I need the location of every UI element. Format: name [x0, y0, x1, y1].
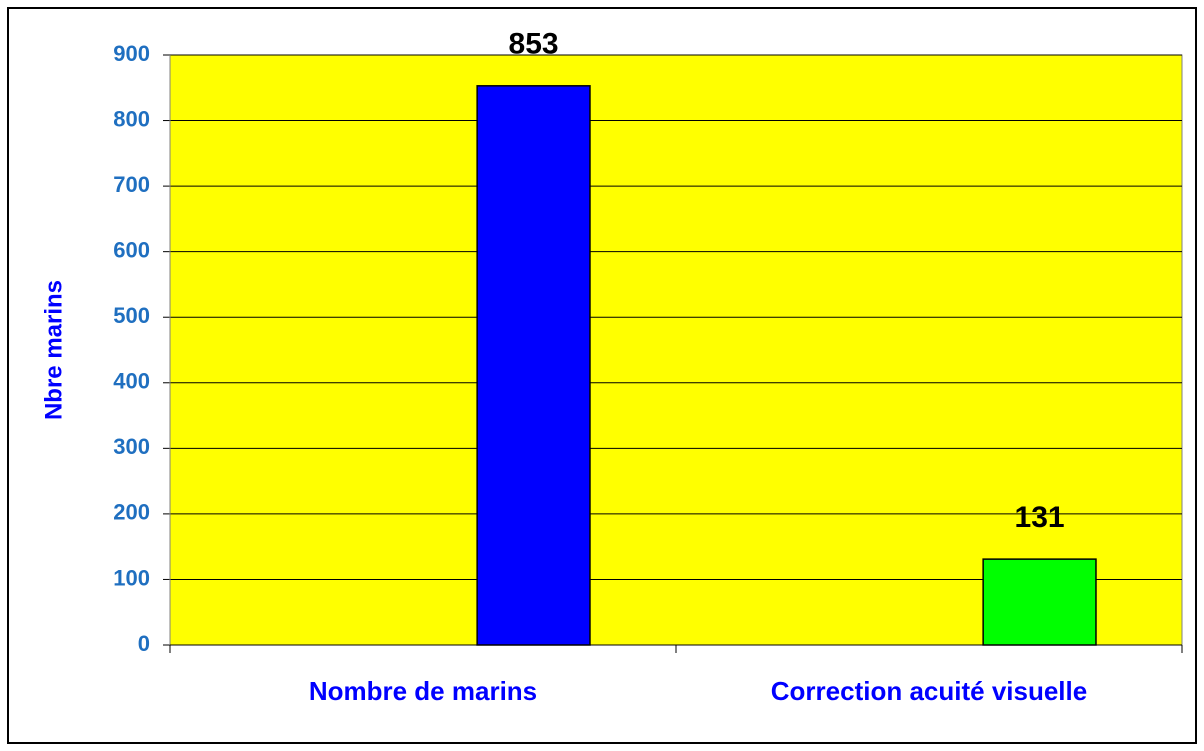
x-tick-label: Nombre de marins	[309, 676, 537, 706]
y-tick-label: 500	[113, 303, 150, 328]
y-tick-label: 800	[113, 106, 150, 131]
y-tick-label: 0	[138, 631, 150, 656]
y-tick-label: 400	[113, 369, 150, 394]
data-label: 131	[1015, 501, 1065, 534]
y-tick-label: 600	[113, 237, 150, 262]
x-tick-label: Correction acuité visuelle	[771, 676, 1087, 706]
bar	[982, 558, 1097, 646]
data-label: 853	[509, 28, 559, 61]
y-tick-label: 900	[113, 41, 150, 66]
y-tick-label: 700	[113, 172, 150, 197]
y-tick-label: 100	[113, 565, 150, 590]
plot-area	[169, 54, 1183, 646]
y-tick-label: 200	[113, 500, 150, 525]
y-axis-title: Nbre marins	[40, 280, 67, 420]
y-tick-label: 300	[113, 434, 150, 459]
bar	[476, 85, 591, 646]
